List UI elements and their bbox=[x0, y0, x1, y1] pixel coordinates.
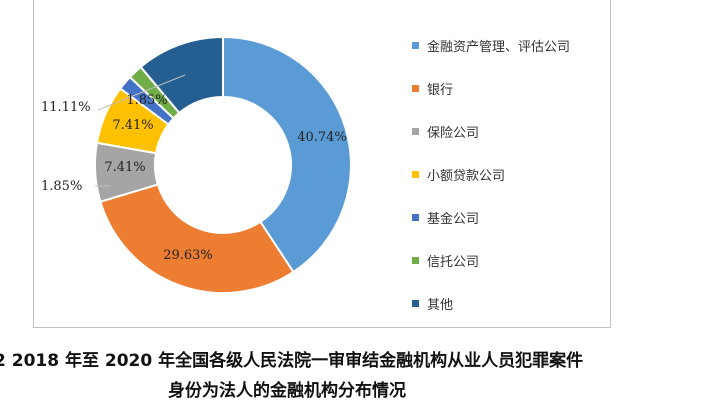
legend-label: 基金公司 bbox=[427, 212, 480, 227]
legend-swatch bbox=[412, 300, 419, 307]
donut-slice-7 bbox=[139, 35, 224, 115]
donut-slice-1 bbox=[222, 35, 352, 274]
legend-item-3: 保险公司 bbox=[412, 110, 632, 153]
legend-swatch bbox=[412, 128, 419, 135]
legend-item-4: 小额贷款公司 bbox=[412, 153, 632, 196]
slice-label-3: 7.41% bbox=[104, 160, 145, 175]
leader-lines bbox=[95, 74, 186, 187]
legend-swatch bbox=[412, 257, 419, 264]
legend-swatch bbox=[412, 42, 419, 49]
slice-label-1: 40.74% bbox=[297, 130, 347, 145]
legend-item-1: 金融资产管理、评估公司 bbox=[412, 24, 632, 67]
legend-label: 信托公司 bbox=[427, 255, 480, 270]
legend-swatch bbox=[412, 171, 419, 178]
donut-chart: 40.74% 29.63% 7.41% 7.41% 1.85% bbox=[94, 35, 352, 294]
outside-label-6: 1.85% bbox=[41, 179, 83, 194]
legend-item-6: 信托公司 bbox=[412, 239, 632, 282]
legend-swatch bbox=[412, 214, 419, 221]
slice-label-4: 7.41% bbox=[112, 118, 153, 133]
leader-line-7 bbox=[97, 74, 186, 111]
legend: 金融资产管理、评估公司 银行保险公司小额贷款公司 基金公司信托公司其他 bbox=[412, 24, 632, 325]
legend-label: 其他 bbox=[427, 298, 454, 313]
legend-label: 金融资产管理、评估公司 bbox=[427, 40, 571, 55]
caption-line-2: 身份为法人的金融机构分布情况 bbox=[168, 381, 406, 401]
legend-label: 保险公司 bbox=[427, 126, 480, 141]
slice-labels: 40.74% 29.63% 7.41% 7.41% 1.85% bbox=[104, 93, 346, 263]
legend-swatch bbox=[412, 85, 419, 92]
legend-item-7: 其他 bbox=[412, 282, 632, 325]
donut-slice-2 bbox=[99, 183, 295, 294]
slice-label-5: 1.85% bbox=[126, 93, 167, 108]
legend-item-5: 基金公司 bbox=[412, 196, 632, 239]
slice-label-2: 29.63% bbox=[163, 248, 213, 263]
legend-item-2: 银行 bbox=[412, 67, 632, 110]
legend-label: 小额贷款公司 bbox=[427, 169, 506, 184]
caption-line-1: 2 2018 年至 2020 年全国各级人民法院一审审结金融机构从业人员犯罪案件 bbox=[0, 351, 584, 371]
outside-label-7: 11.11% bbox=[41, 100, 91, 115]
legend-label: 银行 bbox=[427, 83, 454, 98]
donut-slices bbox=[94, 35, 352, 294]
